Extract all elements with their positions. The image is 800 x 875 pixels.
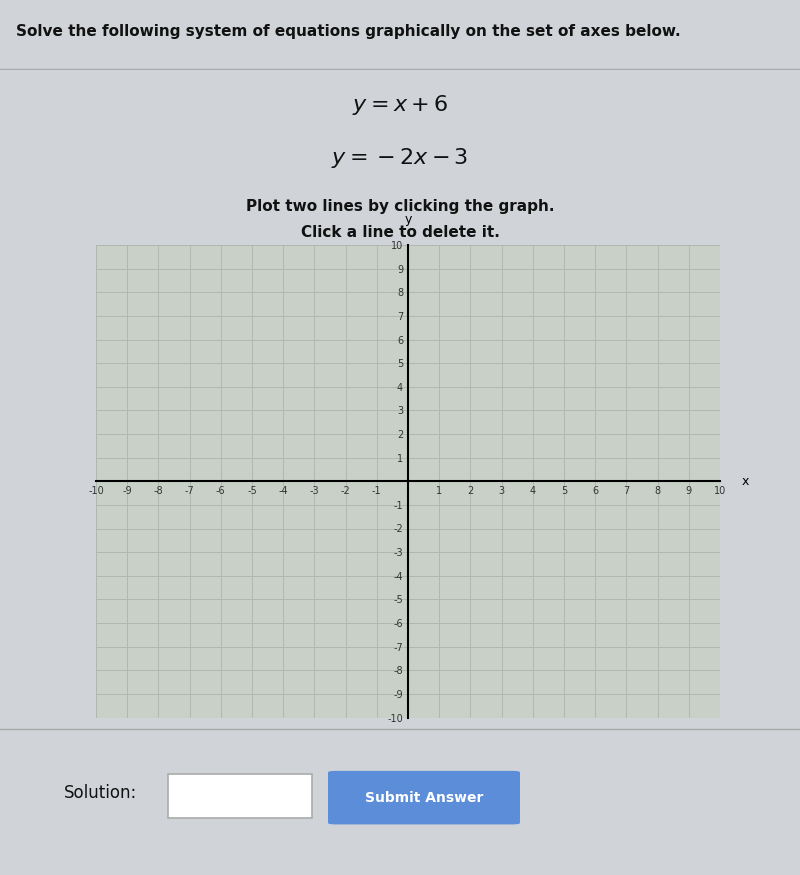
Text: y: y: [404, 214, 412, 226]
Text: $y = x + 6$: $y = x + 6$: [352, 93, 448, 117]
Text: x: x: [742, 475, 750, 487]
Text: Solution:: Solution:: [64, 784, 138, 802]
Text: $y = -2x - 3$: $y = -2x - 3$: [331, 145, 469, 170]
Text: Solve the following system of equations graphically on the set of axes below.: Solve the following system of equations …: [16, 24, 681, 39]
Text: Submit Answer: Submit Answer: [365, 791, 483, 805]
Text: Click a line to delete it.: Click a line to delete it.: [301, 225, 499, 241]
Text: Plot two lines by clicking the graph.: Plot two lines by clicking the graph.: [246, 199, 554, 214]
FancyBboxPatch shape: [168, 774, 312, 818]
FancyBboxPatch shape: [328, 771, 520, 824]
